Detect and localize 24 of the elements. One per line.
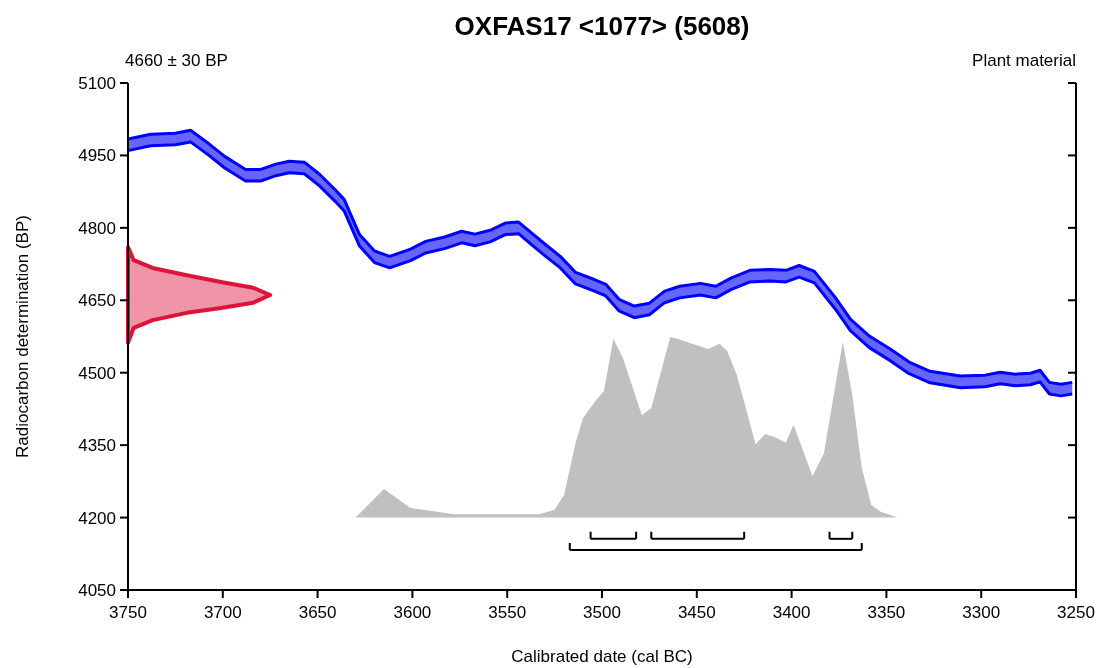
y-tick-label: 4500 [78,363,116,383]
x-axis-title: Calibrated date (cal BC) [511,647,693,666]
y-tick-label: 5100 [78,74,116,93]
text: 4660 ± 30 BP [125,51,228,70]
x-tick-label: 3600 [393,603,432,622]
x-tick-label: 3500 [583,603,621,622]
x-tick-label: 3250 [1057,603,1095,622]
x-tick-label: 3700 [203,603,242,622]
x-tick-label: 3650 [298,603,337,622]
x-tick-label: 3550 [488,603,527,622]
y-tick-label: 4800 [78,218,116,238]
text: Plant material [972,51,1076,70]
x-tick-label: 3300 [962,603,1001,622]
y-axis-title: Radiocarbon determination (BP) [13,215,32,458]
x-tick-label: 3750 [109,603,147,622]
chart-title: OXFAS17 <1077> (5608) [454,11,750,41]
y-tick-label: 4050 [78,581,116,600]
x-tick-label: 3350 [867,603,906,622]
x-tick-label: 3400 [772,603,811,622]
x-tick-label: 3450 [677,603,716,622]
y-tick-label: 4350 [78,436,116,456]
y-tick-label: 4950 [78,146,116,166]
y-tick-label: 4650 [78,291,116,311]
y-tick-label: 4200 [78,508,116,528]
